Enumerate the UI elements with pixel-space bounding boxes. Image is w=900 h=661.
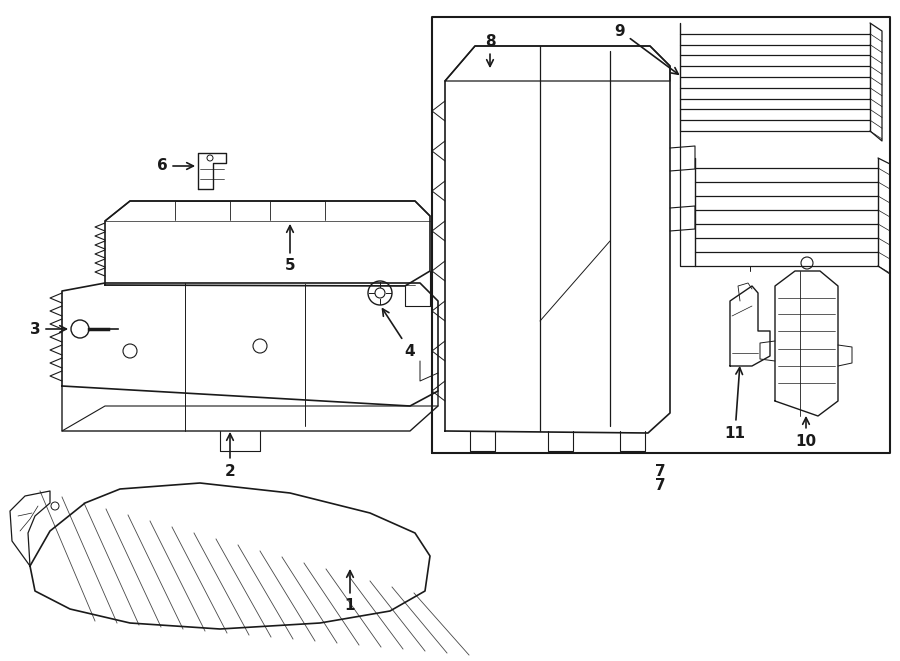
Text: 3: 3 [30, 321, 67, 336]
Text: 9: 9 [615, 24, 679, 74]
Text: 8: 8 [485, 34, 495, 66]
Text: 7: 7 [654, 479, 665, 494]
Text: 2: 2 [225, 434, 236, 479]
Text: 6: 6 [157, 159, 194, 173]
Text: 10: 10 [796, 418, 816, 449]
Text: 11: 11 [724, 368, 745, 440]
Text: 1: 1 [345, 570, 356, 613]
Text: 5: 5 [284, 225, 295, 274]
Text: 7: 7 [654, 463, 665, 479]
Text: 4: 4 [382, 309, 415, 358]
